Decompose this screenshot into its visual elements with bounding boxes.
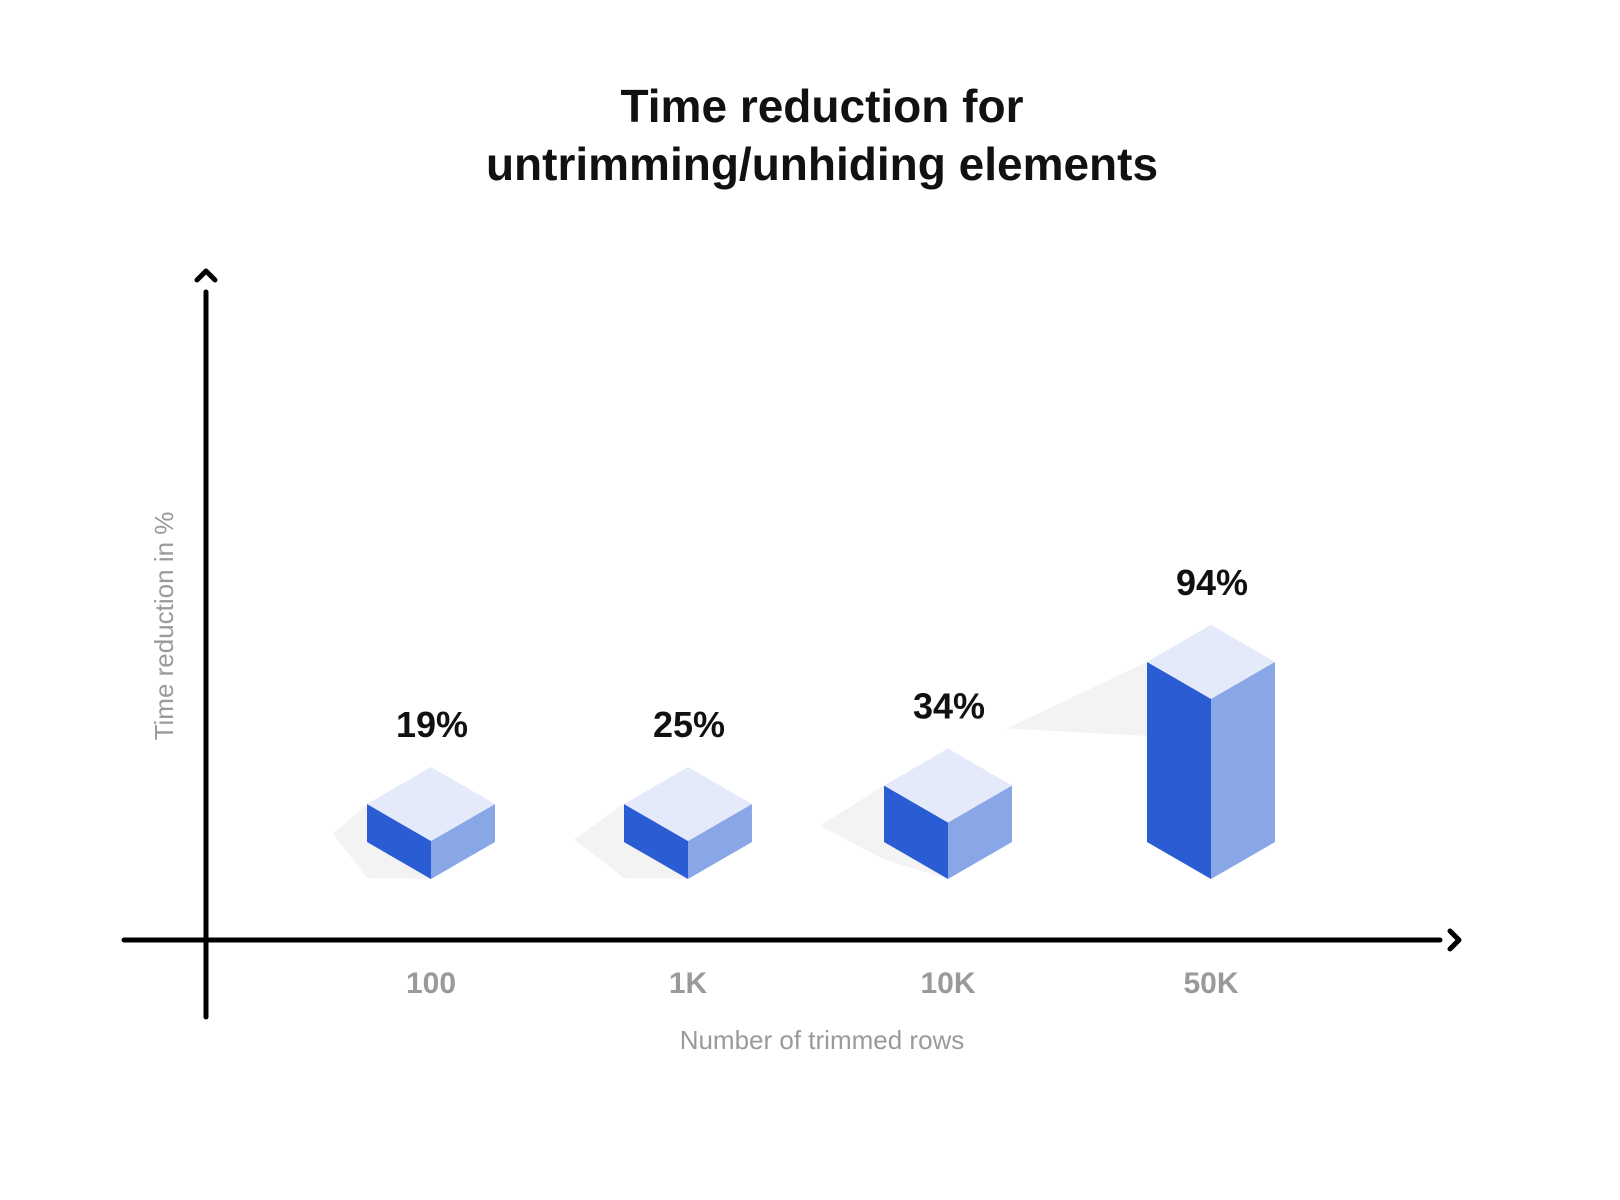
data-label: 34% bbox=[913, 685, 985, 726]
bar-100: 19% bbox=[333, 704, 495, 879]
bar-front-face bbox=[884, 785, 948, 879]
chart-title-line-1: Time reduction for bbox=[621, 80, 1024, 132]
x-tick-label: 100 bbox=[406, 967, 456, 1000]
x-axis-title: Number of trimmed rows bbox=[680, 1025, 965, 1055]
bars-group: 19% 25% 34% 94% bbox=[333, 562, 1275, 879]
bar-side-face bbox=[1211, 661, 1275, 879]
bar-side-face bbox=[431, 804, 495, 879]
bar-front-face bbox=[1147, 661, 1211, 879]
x-tick-label: 10K bbox=[920, 967, 975, 1000]
x-axis-arrow-icon bbox=[1447, 928, 1462, 952]
x-tick-label: 1K bbox=[669, 967, 708, 1000]
bar-front-face bbox=[624, 804, 688, 879]
chart-title-line-2: untrimming/unhiding elements bbox=[486, 138, 1158, 190]
data-label: 19% bbox=[396, 704, 468, 745]
bar-side-face bbox=[688, 804, 752, 879]
y-axis-title: Time reduction in % bbox=[149, 512, 179, 741]
bar-1K: 25% bbox=[574, 704, 752, 879]
x-tick-labels: 100 1K 10K 50K bbox=[406, 967, 1239, 1000]
bar-side-face bbox=[948, 785, 1012, 879]
x-tick-label: 50K bbox=[1183, 967, 1238, 1000]
bar-top-face bbox=[367, 767, 495, 841]
bar-top-face bbox=[884, 748, 1012, 823]
y-axis-arrow-icon bbox=[194, 268, 218, 283]
data-label: 94% bbox=[1176, 562, 1248, 603]
bar-top-face bbox=[1147, 624, 1275, 699]
bar-top-face bbox=[624, 767, 752, 841]
bar-front-face bbox=[367, 804, 431, 879]
data-label: 25% bbox=[653, 704, 725, 745]
bar-10K: 34% bbox=[820, 685, 1012, 879]
bar-50K: 94% bbox=[1007, 562, 1275, 879]
